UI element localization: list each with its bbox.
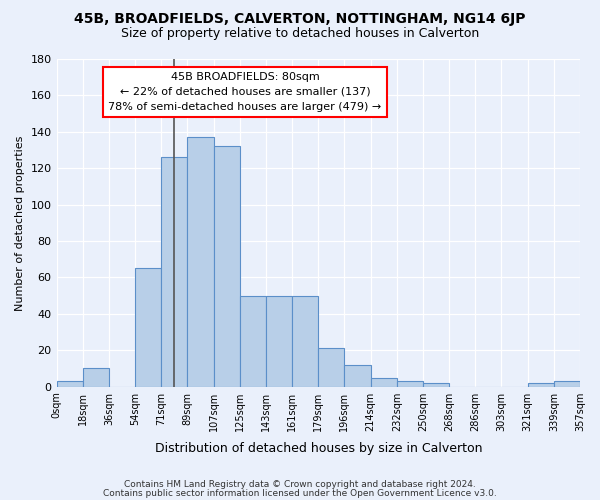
Bar (214, 146, 240, 386)
Bar (161, 158, 187, 386)
Bar (187, 138, 214, 386)
Bar (135, 268, 161, 386)
Text: Contains HM Land Registry data © Crown copyright and database right 2024.: Contains HM Land Registry data © Crown c… (124, 480, 476, 489)
Text: 45B BROADFIELDS: 80sqm
← 22% of detached houses are smaller (137)
78% of semi-de: 45B BROADFIELDS: 80sqm ← 22% of detached… (109, 72, 382, 112)
Bar (292, 296, 318, 386)
Bar (344, 365, 371, 386)
Bar (266, 296, 292, 386)
Bar (527, 383, 554, 386)
Bar (423, 383, 449, 386)
Text: 45B, BROADFIELDS, CALVERTON, NOTTINGHAM, NG14 6JP: 45B, BROADFIELDS, CALVERTON, NOTTINGHAM,… (74, 12, 526, 26)
Y-axis label: Number of detached properties: Number of detached properties (15, 135, 25, 310)
Bar (397, 381, 423, 386)
Text: Contains public sector information licensed under the Open Government Licence v3: Contains public sector information licen… (103, 490, 497, 498)
Bar (554, 381, 580, 386)
Text: Size of property relative to detached houses in Calverton: Size of property relative to detached ho… (121, 28, 479, 40)
Bar (371, 378, 397, 386)
Bar (56, 381, 83, 386)
X-axis label: Distribution of detached houses by size in Calverton: Distribution of detached houses by size … (155, 442, 482, 455)
Bar (240, 296, 266, 386)
Bar (318, 348, 344, 387)
Bar (83, 368, 109, 386)
